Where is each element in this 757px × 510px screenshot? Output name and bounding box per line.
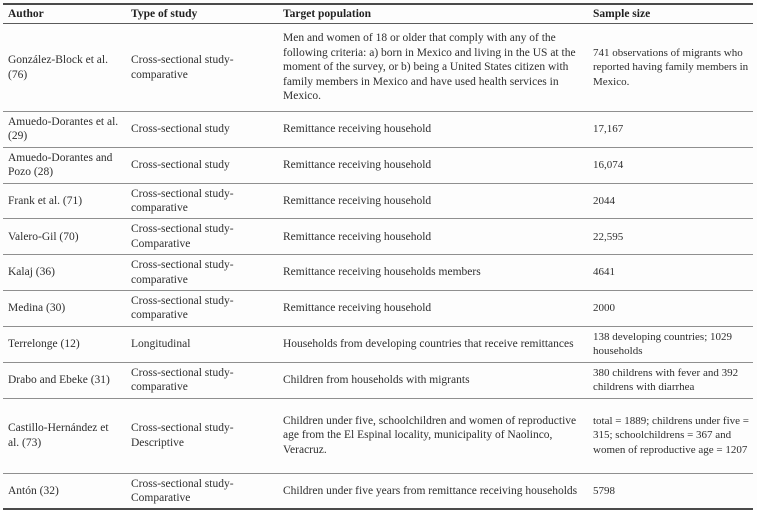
cell-target-population: Remittance receiving household [283,218,593,255]
cell-type-of-study: Cross-sectional study-comparative [131,290,283,327]
cell-sample-size: 16,074 [593,146,753,184]
cell-sample-size: 22,595 [593,218,753,255]
cell-sample-size: 2044 [593,182,753,219]
cell-target-population: Men and women of 18 or older that comply… [283,23,593,112]
table-row: Frank et al. (71) Cross-sectional study-… [3,182,753,219]
cell-target-population: Remittance receiving households members [283,254,593,291]
cell-sample-size: 741 observations of migrants who reporte… [593,23,753,112]
cell-type-of-study: Cross-sectional study-Comparative [131,218,283,255]
table-row: Antón (32) Cross-sectional study-Compara… [3,472,753,510]
cell-author: Frank et al. (71) [3,182,131,219]
cell-sample-size: 138 developing countries; 1029 household… [593,325,753,363]
cell-target-population: Children under five years from remittanc… [283,472,593,510]
studies-table: Author Type of study Target population S… [3,3,753,510]
table-row: Kalaj (36) Cross-sectional study-compara… [3,254,753,291]
column-header-type-of-study: Type of study [131,4,283,24]
cell-type-of-study: Cross-sectional study [131,146,283,184]
cell-sample-size: 380 childrens with fever and 392 childre… [593,361,753,398]
cell-sample-size: 17,167 [593,111,753,148]
cell-type-of-study: Cross-sectional study-comparative [131,23,283,112]
table-row: Drabo and Ebeke (31) Cross-sectional stu… [3,361,753,398]
cell-type-of-study: Cross-sectional study-Comparative [131,472,283,510]
cell-target-population: Remittance receiving household [283,290,593,327]
cell-author: Terrelonge (12) [3,325,131,363]
cell-author: Amuedo-Dorantes et al. (29) [3,111,131,148]
cell-sample-size: total = 1889; childrens under five = 315… [593,397,753,473]
table-row: Castillo-Hernández et al. (73) Cross-sec… [3,397,753,473]
cell-type-of-study: Cross-sectional study-comparative [131,361,283,398]
cell-type-of-study: Longitudinal [131,325,283,363]
table-header-row: Author Type of study Target population S… [3,4,753,24]
cell-author: Kalaj (36) [3,254,131,291]
table-row: Amuedo-Dorantes and Pozo (28) Cross-sect… [3,146,753,184]
column-header-sample-size: Sample size [593,4,753,24]
cell-target-population: Remittance receiving household [283,146,593,184]
column-header-author: Author [3,4,131,24]
cell-target-population: Remittance receiving household [283,111,593,148]
cell-author: Valero-Gil (70) [3,218,131,255]
cell-target-population: Households from developing countries tha… [283,325,593,363]
column-header-target-population: Target population [283,4,593,24]
cell-type-of-study: Cross-sectional study-Descriptive [131,397,283,473]
cell-target-population: Children from households with migrants [283,361,593,398]
table-row: Valero-Gil (70) Cross-sectional study-Co… [3,218,753,255]
cell-type-of-study: Cross-sectional study-comparative [131,182,283,219]
table-row: González-Block et al. (76) Cross-section… [3,23,753,112]
cell-target-population: Children under five, schoolchildren and … [283,397,593,473]
cell-author: González-Block et al. (76) [3,23,131,112]
table-row: Amuedo-Dorantes et al. (29) Cross-sectio… [3,111,753,148]
cell-sample-size: 4641 [593,254,753,291]
cell-author: Amuedo-Dorantes and Pozo (28) [3,146,131,184]
cell-type-of-study: Cross-sectional study [131,111,283,148]
table-row: Terrelonge (12) Longitudinal Households … [3,325,753,363]
cell-author: Medina (30) [3,290,131,327]
cell-author: Castillo-Hernández et al. (73) [3,397,131,473]
cell-author: Drabo and Ebeke (31) [3,361,131,398]
cell-sample-size: 5798 [593,472,753,510]
cell-sample-size: 2000 [593,290,753,327]
cell-target-population: Remittance receiving household [283,182,593,219]
table-row: Medina (30) Cross-sectional study-compar… [3,290,753,327]
cell-type-of-study: Cross-sectional study-comparative [131,254,283,291]
cell-author: Antón (32) [3,472,131,510]
